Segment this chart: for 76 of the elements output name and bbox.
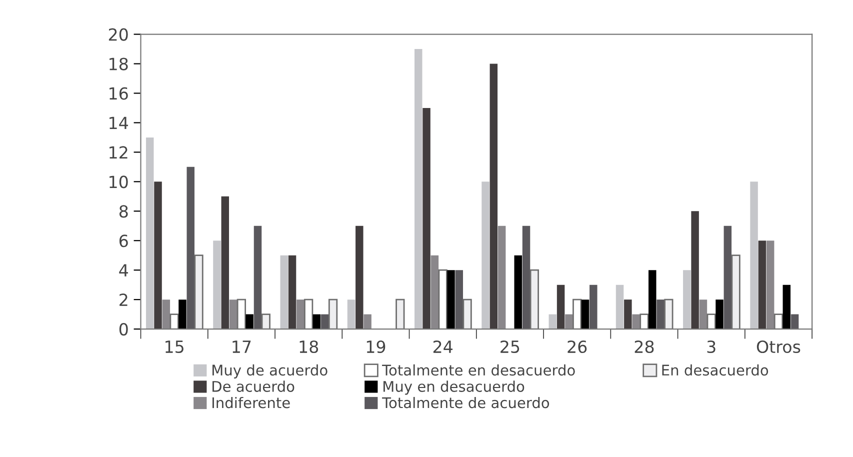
bar [321,314,329,330]
x-tick-label: 17 [232,340,251,353]
x-tick-label: 18 [300,340,318,354]
y-tick-label: 10 [110,176,128,188]
bar [716,300,724,330]
y-tick-label: 20 [108,28,128,41]
bar [624,300,632,330]
bar [750,182,758,330]
bar [656,300,664,330]
bar [447,270,455,330]
bar [296,300,304,330]
legend-label: De acuerdo [212,380,294,392]
x-tick-label: 26 [568,340,587,354]
legend-label: Muy en desacuerdo [384,380,524,395]
x-tick-label: 28 [634,340,654,354]
bar [498,226,506,330]
bar [782,284,791,330]
bar [154,182,162,330]
bar [699,300,708,330]
y-tick-label: 12 [110,146,128,159]
bar [790,314,799,330]
legend-label: Muy de acuerdo [212,364,328,378]
x-tick-label: 25 [500,340,520,354]
y-tick-label: 0 [119,323,128,336]
x-tick-label: Otros [756,340,800,354]
x-tick-label: 3 [707,340,716,354]
x-tick-label: 15 [166,340,184,354]
bar [178,300,186,330]
bar [254,226,262,330]
bar [186,166,194,330]
bar [414,49,422,330]
bar [691,211,699,330]
bar [246,314,254,330]
bar [364,314,372,330]
bar [280,255,288,330]
bar [548,314,557,330]
bar [724,226,732,330]
bar [514,255,522,330]
y-tick-label: 14 [110,116,128,130]
bar [347,300,356,330]
bar [482,182,490,330]
legend-label: Totalmente en desacuerdo [382,364,575,376]
bar [758,240,766,330]
y-tick-label: 18 [110,58,128,70]
bar [490,64,498,330]
legend-label: Indiferente [212,396,290,408]
bar [221,196,230,330]
bar [632,314,640,330]
y-tick-label: 16 [110,87,128,100]
bar [556,284,565,330]
bar [229,300,238,330]
bar [522,226,530,330]
bar [288,255,296,330]
legend-label: Totalmente de acuerdo [382,396,550,408]
bar [312,314,321,330]
bar [162,300,170,330]
bar [422,108,430,330]
bar [683,270,691,330]
y-tick-label: 4 [119,264,128,276]
legend-label: En desacuerdo [662,364,768,376]
bar [146,137,154,330]
x-tick-label: 19 [366,340,386,354]
bar [766,240,774,330]
bar [213,240,221,330]
bar [356,226,364,330]
bar [590,284,598,330]
y-tick-label: 8 [119,205,128,218]
y-tick-label: 6 [120,234,128,248]
bar [648,270,656,330]
bar [565,314,573,330]
bar [455,270,464,330]
bar [581,300,590,330]
bar [430,255,439,330]
x-tick-label: 24 [433,340,453,353]
bar [616,284,624,330]
y-tick-label: 2 [120,294,128,306]
